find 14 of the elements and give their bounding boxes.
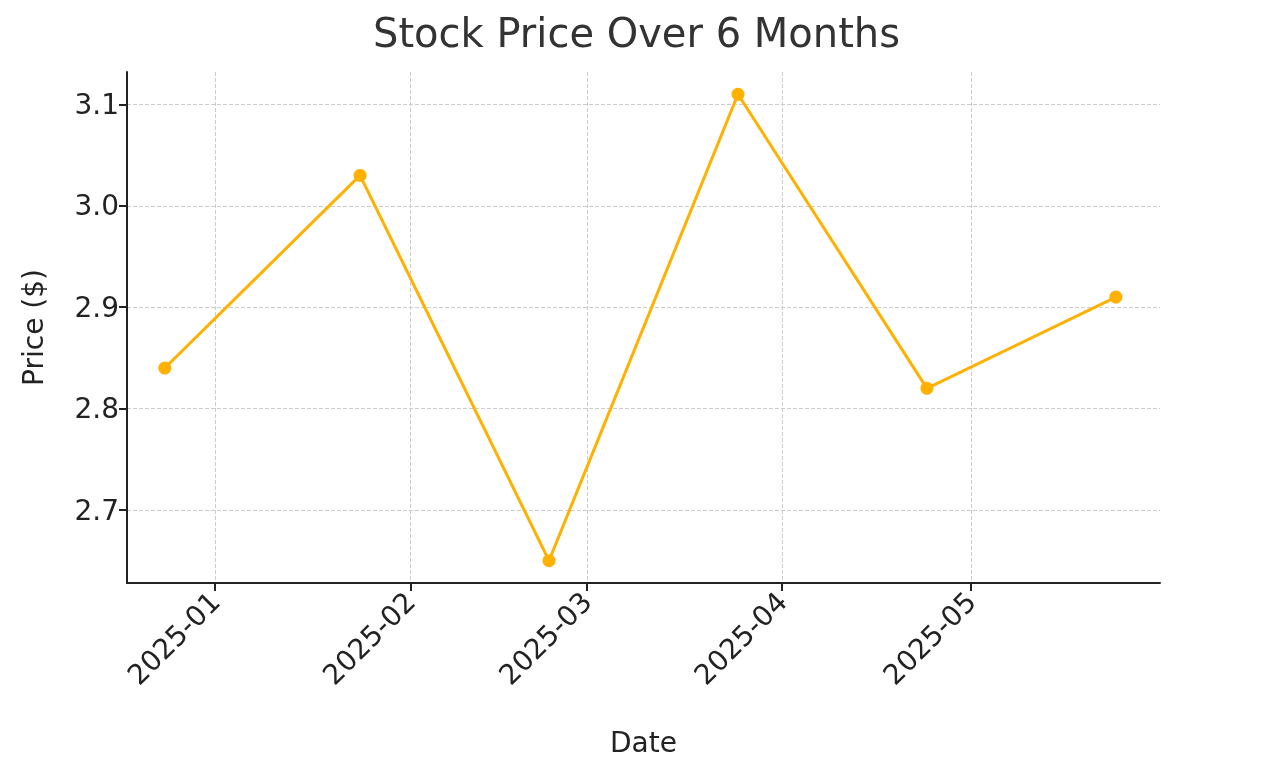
y-axis-title: Price ($): [16, 269, 50, 386]
y-tick-label: 2.8: [74, 392, 119, 426]
point: [731, 87, 745, 101]
y-tick-label: 2.7: [74, 493, 119, 527]
point: [353, 168, 367, 182]
x-axis-title: Date: [610, 725, 677, 759]
y-tick-label: 3.0: [74, 189, 119, 223]
y-tick-label: 2.9: [74, 290, 119, 324]
point: [1109, 290, 1123, 304]
chart-title: Stock Price Over 6 Months: [372, 10, 901, 56]
point: [920, 381, 934, 395]
y-tick-label: 3.1: [74, 87, 119, 121]
point: [542, 554, 556, 568]
point: [158, 361, 172, 375]
